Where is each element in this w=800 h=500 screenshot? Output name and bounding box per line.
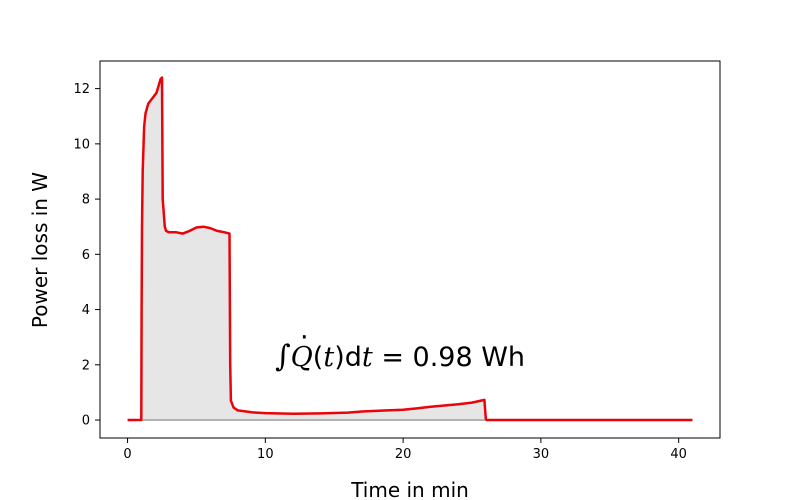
x-tick-label: 0 [123,447,131,462]
plot-frame [99,60,721,439]
y-tick-label: 0 [82,414,90,429]
d-symbol: d [345,342,362,373]
y-tick-label: 4 [82,303,90,318]
q-symbol: Q [291,342,313,373]
y-tick-label: 8 [82,193,90,208]
x-axis-label: Time in min [350,478,469,500]
power-loss-line [127,76,693,422]
y-tick-label: 10 [73,137,90,152]
x-axis-ticks: 0 10 20 30 40 [123,438,687,462]
x-tick-label: 40 [670,447,687,462]
integral-annotation: ∫Q(t)dt = 0.98 Wh · [275,322,525,374]
x-tick-label: 20 [395,447,412,462]
open-paren: ( [313,342,324,373]
t-symbol: t [323,342,334,373]
y-tick-label: 6 [82,248,90,263]
integral-sign: ∫ [275,339,291,374]
q-dot-accent: · [300,322,309,353]
close-paren: ) [334,342,345,373]
annotation-value: = 0.98 Wh [373,342,525,373]
y-tick-label: 2 [82,358,90,373]
plot-area [99,60,721,439]
y-axis-ticks: 0 2 4 6 8 10 12 [73,82,100,429]
area-fill [127,77,693,420]
x-tick-label: 30 [533,447,550,462]
y-axis-label: Power loss in W [28,172,52,328]
y-tick-label: 12 [73,82,90,97]
t-symbol-2: t [362,342,373,373]
x-tick-label: 10 [257,447,274,462]
annotation-text: ∫Q(t)dt = 0.98 Wh [275,339,525,374]
